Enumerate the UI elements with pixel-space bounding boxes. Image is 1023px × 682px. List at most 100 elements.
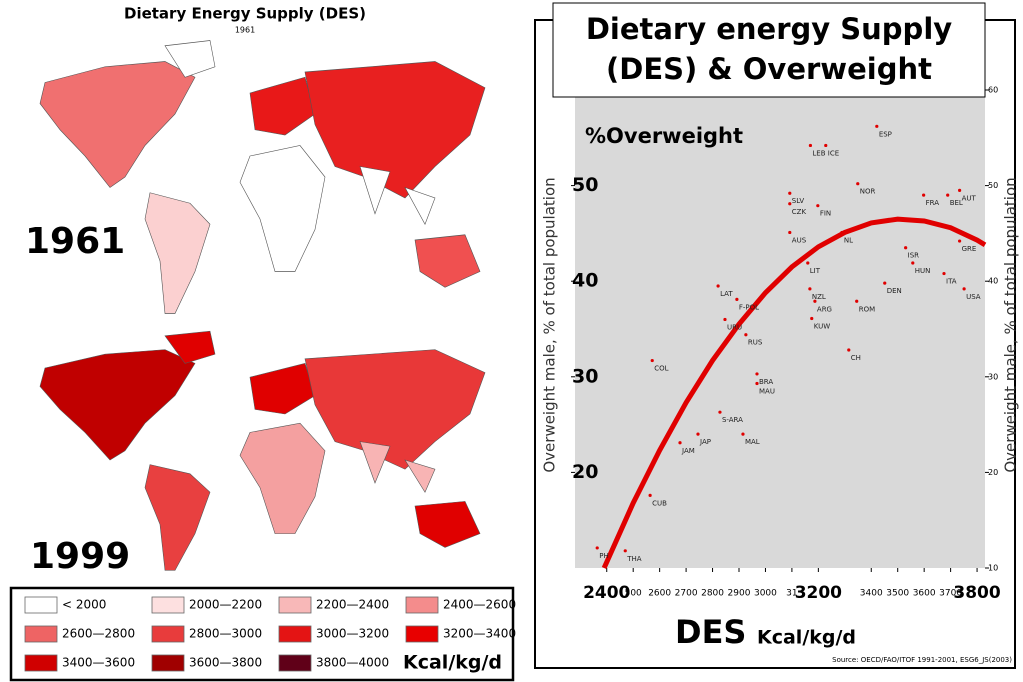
point-label: BEL: [950, 199, 963, 207]
x-tick-label: 3200: [795, 583, 842, 603]
point-label: ARG: [817, 305, 832, 313]
chart-title: (DES) & Overweight: [606, 52, 932, 86]
point-label: CUB: [652, 499, 667, 507]
point: [883, 281, 887, 285]
point-label: NOR: [860, 188, 876, 196]
point-label: URU: [727, 323, 742, 331]
plot: 2400 3200 3800 500 2600 2700 2800 2900 3000 31 340…: [571, 86, 1001, 603]
fit-curve: [601, 216, 987, 570]
legend-swatch: [278, 625, 312, 643]
x-axis-unit: Kcal/kg/d: [757, 627, 856, 649]
point-label: ITA: [946, 278, 957, 286]
x-tick-label: 2900: [728, 589, 751, 599]
africa: [239, 422, 326, 534]
point-label: ROM: [859, 305, 875, 313]
point-label: S-ARA: [722, 416, 743, 424]
point-label: JAM: [681, 447, 695, 455]
x-tick-label: 3600: [913, 589, 936, 599]
y2-axis-label: Overweight male, % of total population: [1002, 177, 1020, 472]
point-label: USA: [966, 293, 981, 301]
africa: [239, 145, 326, 272]
point-label: MAU: [759, 387, 775, 395]
point: [946, 193, 950, 197]
y2-tick-label: 50: [988, 181, 998, 190]
point: [958, 188, 962, 192]
asia: [304, 349, 486, 470]
map-1961: [39, 40, 486, 314]
point-label: PH: [599, 552, 609, 560]
legend-label: 2600—2800: [62, 627, 135, 641]
point: [623, 549, 627, 553]
map-title: Dietary Energy Supply (DES): [124, 5, 366, 23]
legend-label: 3800—4000: [316, 656, 389, 670]
point: [962, 287, 966, 291]
point: [904, 246, 908, 250]
point: [696, 432, 700, 436]
legend-swatch: [151, 654, 185, 672]
point-label: CZK: [792, 208, 807, 216]
legend-swatch: [151, 596, 185, 614]
y2-tick-label: 20: [988, 468, 998, 477]
point: [806, 261, 810, 265]
europe: [249, 76, 316, 136]
point: [716, 284, 720, 288]
point: [824, 143, 828, 148]
legend-label: 2200—2400: [316, 598, 389, 612]
legend-label: 3400—3600: [62, 656, 135, 670]
legend-label: 3600—3800: [189, 656, 262, 670]
point-label: ICE: [828, 149, 839, 157]
point-label: FRA: [926, 199, 940, 207]
europe: [249, 363, 316, 415]
y2-tick-label: 30: [988, 372, 998, 381]
point: [788, 230, 792, 235]
point-label: LAT: [720, 290, 733, 298]
x-tick-label: 2400: [583, 583, 630, 603]
point: [678, 441, 682, 445]
y2-tick-label: 60: [988, 86, 998, 95]
south-america: [144, 192, 211, 314]
point: [875, 124, 879, 128]
point: [911, 261, 915, 265]
x-axis-label: DES: [675, 613, 746, 651]
point-label: ESP: [879, 130, 892, 138]
legend-swatch: [24, 654, 58, 672]
title-box: [552, 2, 986, 98]
point-label: F-POL: [739, 303, 759, 311]
point: [744, 333, 748, 337]
asia: [304, 61, 486, 199]
india: [359, 166, 391, 215]
legend-label: < 2000: [62, 598, 106, 612]
point: [595, 546, 599, 550]
point-label: ISR: [908, 252, 920, 260]
x-tick-label: 2800: [701, 589, 724, 599]
point: [808, 143, 813, 148]
point-label: NZL: [812, 293, 826, 301]
x-tick-label: 3400: [860, 589, 883, 599]
x-tick-label: 500: [625, 589, 642, 599]
point: [810, 316, 814, 321]
y2-tick-label: 10: [988, 564, 998, 573]
legend-swatch: [405, 596, 439, 614]
point-label: DEN: [887, 287, 902, 295]
point-label: AUT: [962, 194, 977, 202]
x-tick-label: 31: [786, 589, 797, 599]
point-label: SLV: [792, 197, 805, 205]
point: [840, 230, 844, 235]
y-axis-label: Overweight male, % of total population: [541, 177, 559, 472]
point: [723, 317, 727, 322]
point-label: GRE: [962, 245, 977, 253]
point: [856, 182, 860, 186]
point-label: FIN: [820, 210, 831, 218]
x-tick-label: 2600: [648, 589, 671, 599]
greenland: [164, 40, 216, 78]
north-america: [39, 61, 196, 188]
inner-label: %Overweight: [585, 124, 743, 148]
legend-unit: Kcal/kg/d: [403, 652, 502, 674]
point: [648, 493, 652, 497]
point-label: KUW: [814, 322, 831, 330]
x-tick-label: 3700: [939, 589, 962, 599]
point-label: THA: [626, 555, 642, 563]
x-tick-label: 3000: [754, 589, 777, 599]
south-east-asia: [404, 186, 436, 225]
